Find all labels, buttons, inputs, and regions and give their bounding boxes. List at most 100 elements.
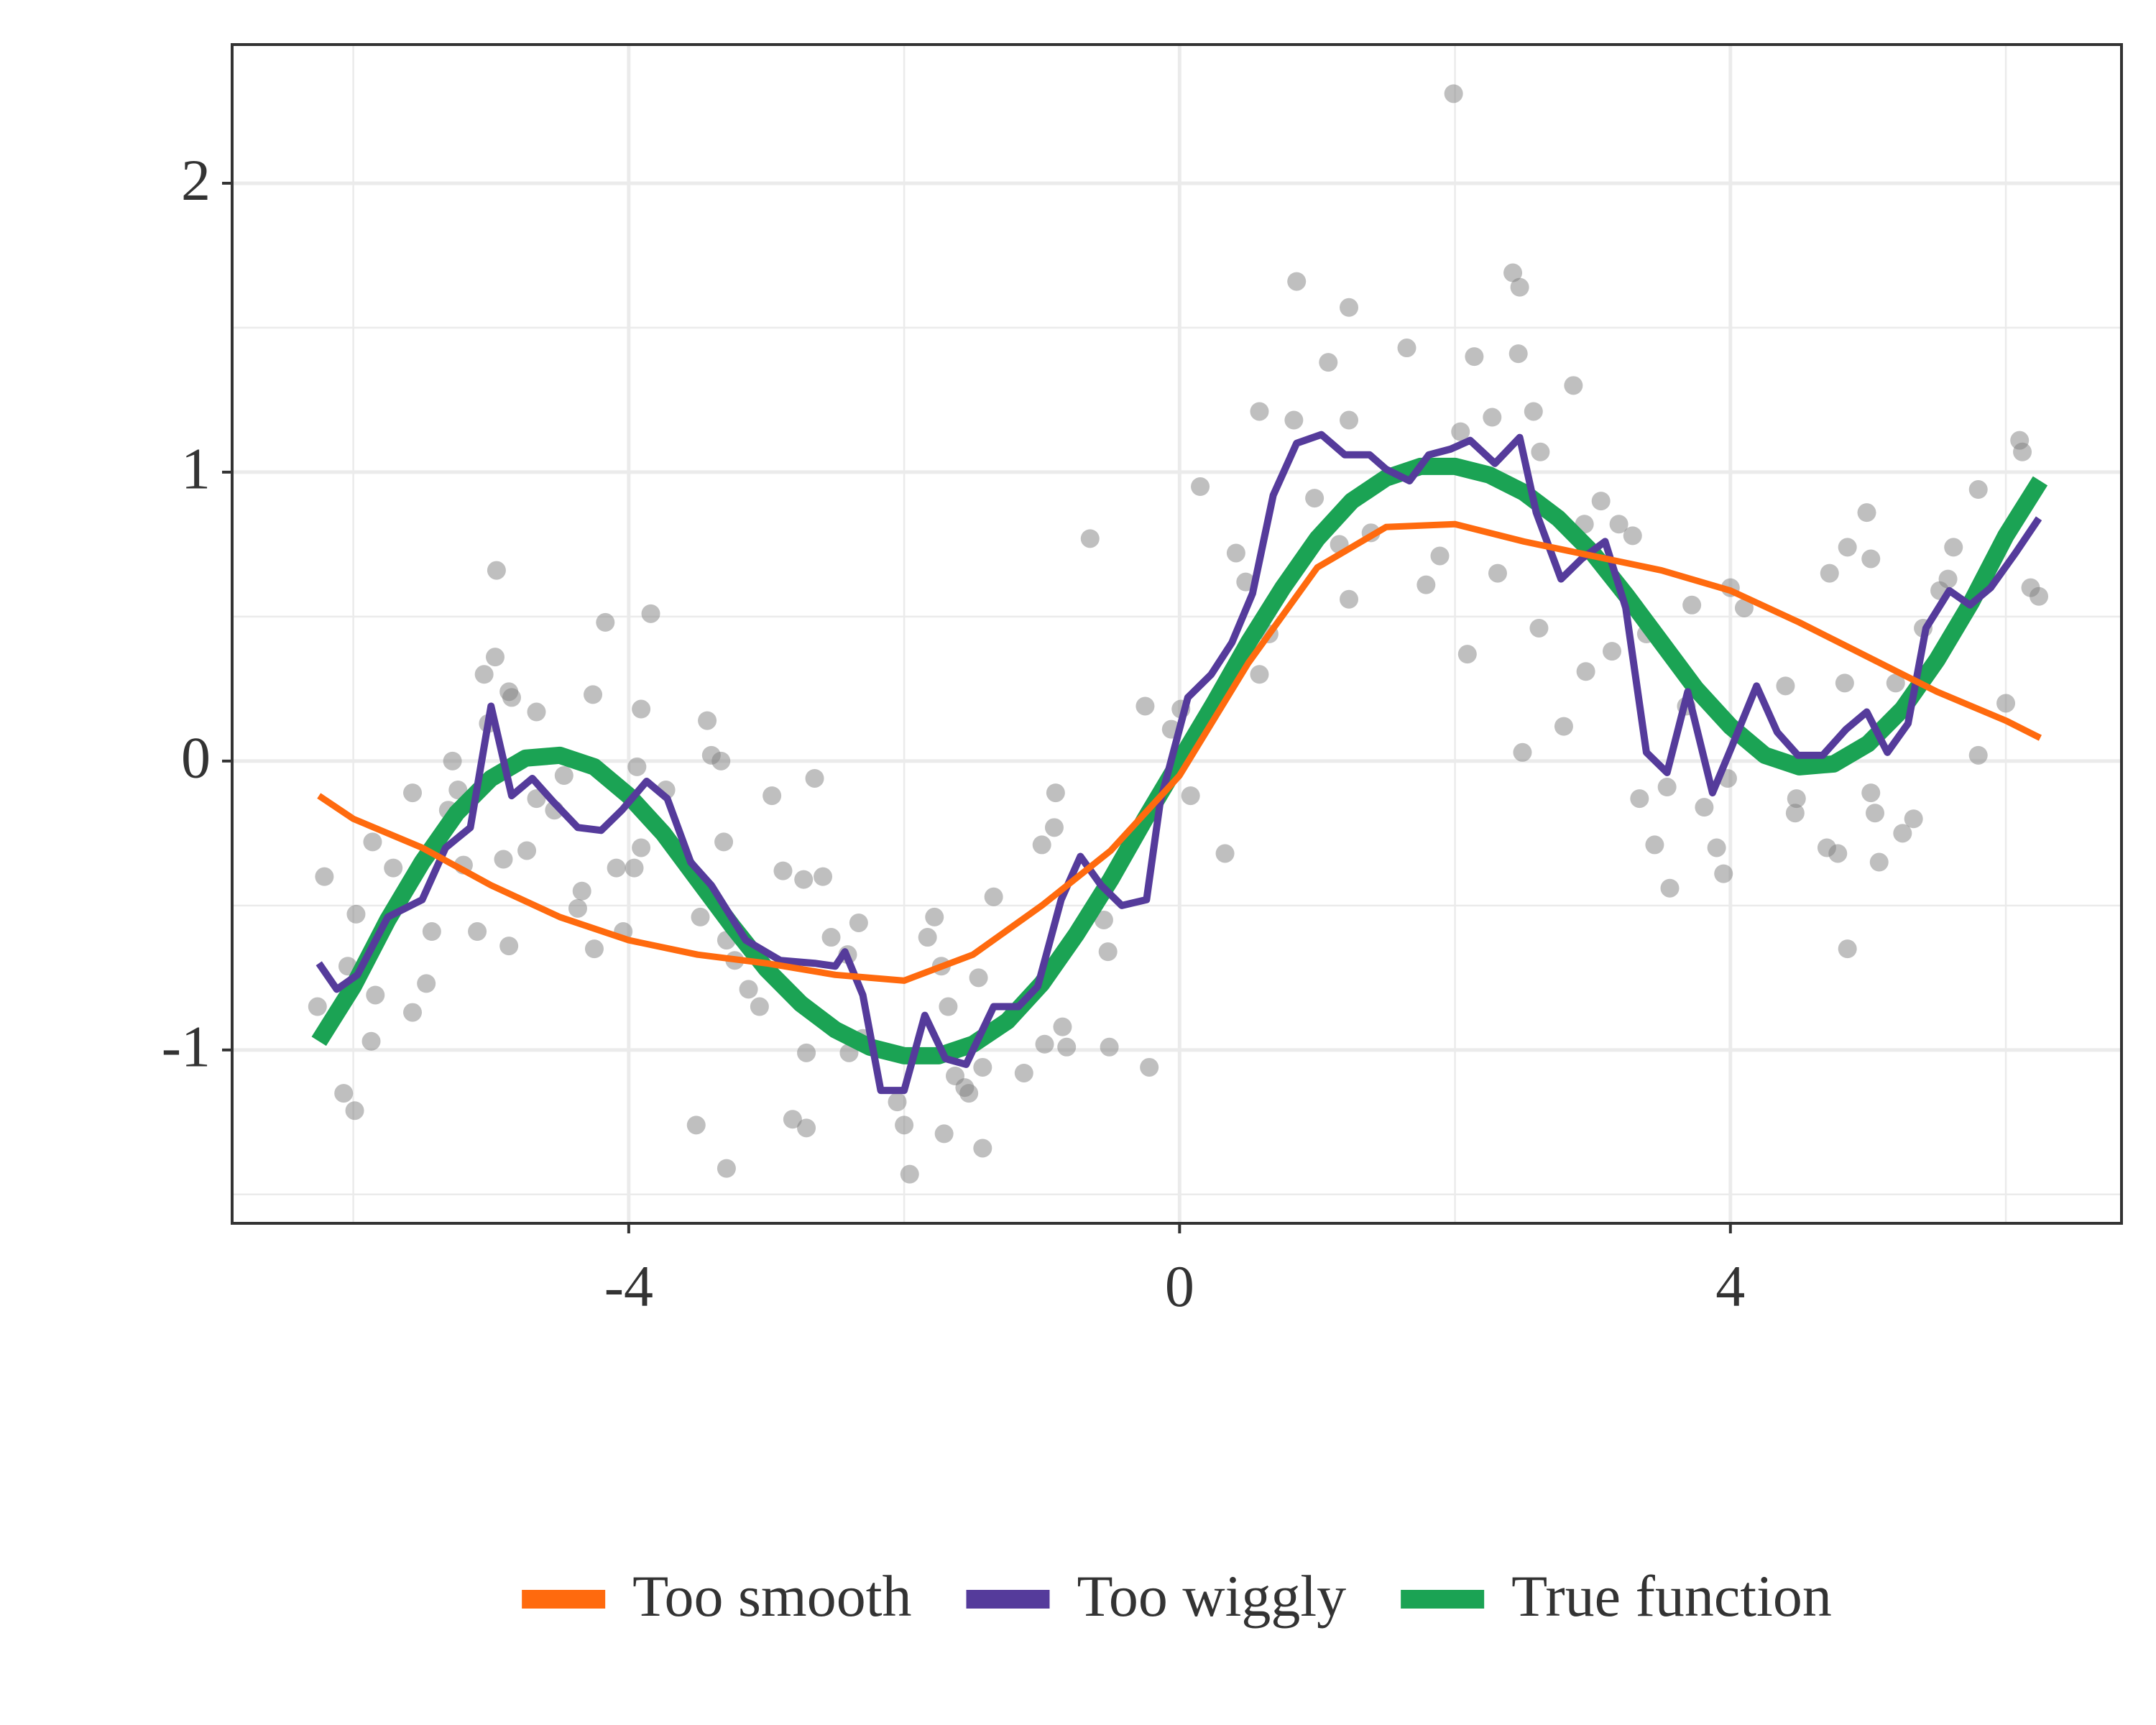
data-point [849, 913, 868, 932]
data-point [1554, 717, 1573, 736]
data-point [1886, 673, 1905, 693]
data-point [1135, 696, 1155, 716]
data-point [973, 1138, 992, 1158]
data-point [1250, 402, 1269, 421]
y-tick-label: 1 [181, 436, 211, 502]
data-point [1483, 408, 1502, 427]
data-point [1787, 789, 1806, 809]
data-point [422, 922, 441, 942]
data-point [1035, 1034, 1054, 1054]
data-point [1451, 422, 1470, 441]
data-point [773, 861, 793, 880]
data-point [1100, 1037, 1119, 1057]
data-point [717, 1159, 736, 1178]
data-point [584, 939, 604, 959]
data-point [361, 1031, 381, 1051]
data-point [1032, 835, 1051, 855]
data-point [403, 783, 423, 803]
data-point [345, 1101, 364, 1121]
data-point [1609, 515, 1628, 534]
data-point [698, 711, 717, 730]
data-point [1603, 642, 1622, 661]
data-point [568, 898, 587, 918]
y-tick-label: 2 [181, 147, 211, 213]
data-point [783, 1110, 802, 1129]
data-point [517, 841, 537, 860]
data-point [797, 1118, 816, 1138]
data-point [2013, 442, 2032, 461]
data-point [366, 985, 385, 1005]
data-point [1682, 595, 1702, 615]
legend-label: Too smooth [632, 1563, 911, 1629]
data-point [308, 997, 327, 1016]
data-point [918, 928, 937, 947]
data-point [625, 858, 644, 878]
data-point [1869, 852, 1889, 872]
data-point [607, 858, 626, 878]
data-point [1591, 492, 1611, 511]
plot-border [231, 43, 2123, 1225]
data-point [691, 907, 710, 926]
data-point [1416, 575, 1436, 594]
plot-area [308, 84, 2049, 1184]
data-point [1140, 1057, 1159, 1077]
data-point [1838, 538, 1857, 557]
data-point [1707, 838, 1726, 857]
data-point [1215, 844, 1235, 863]
data-point [527, 789, 546, 809]
data-point [1904, 809, 1923, 829]
data-point [1776, 676, 1795, 696]
x-tick-label: -4 [604, 1254, 653, 1319]
series-line [317, 520, 2042, 984]
data-point [468, 922, 487, 942]
data-point [1181, 786, 1200, 806]
data-point [448, 781, 468, 800]
data-point [1857, 503, 1876, 523]
data-point [1057, 1037, 1077, 1057]
data-point [1044, 818, 1064, 837]
data-point [487, 561, 506, 580]
data-point [714, 832, 734, 852]
data-point [1465, 347, 1484, 367]
data-point [1861, 783, 1881, 803]
data-point [315, 867, 334, 886]
data-point [1319, 353, 1338, 372]
data-point [346, 904, 366, 924]
series-line [311, 457, 2048, 1064]
data-point [1861, 549, 1881, 569]
data-point [925, 907, 944, 926]
data-point [1098, 942, 1118, 962]
legend-key [522, 1590, 606, 1609]
data-point [1287, 272, 1307, 291]
data-point [1996, 694, 2016, 713]
data-point [1968, 745, 1988, 765]
data-point [686, 1116, 706, 1135]
data-point [1529, 618, 1549, 638]
data-point [1430, 546, 1450, 566]
data-point [485, 648, 505, 667]
y-tick-label: -1 [162, 1014, 211, 1080]
legend: Too smooth Too wiggly True function [522, 1563, 1832, 1629]
data-point [1444, 84, 1463, 104]
data-point [1866, 804, 1885, 823]
data-point [973, 1057, 992, 1077]
data-point [502, 688, 521, 707]
data-point [934, 1124, 954, 1144]
data-point [632, 838, 651, 857]
data-point [474, 665, 494, 684]
data-point [1340, 589, 1359, 609]
data-point [1838, 939, 1857, 959]
data-point [1564, 376, 1583, 395]
data-point [363, 832, 382, 852]
data-point [797, 1043, 816, 1062]
data-point [1094, 910, 1113, 929]
data-point [1340, 410, 1359, 430]
data-point [417, 974, 436, 993]
legend-key [1401, 1590, 1485, 1609]
data-point [739, 980, 758, 999]
data-point [888, 1092, 907, 1112]
data-point [1938, 569, 1958, 589]
data-point [1508, 344, 1528, 364]
data-point [821, 928, 841, 947]
